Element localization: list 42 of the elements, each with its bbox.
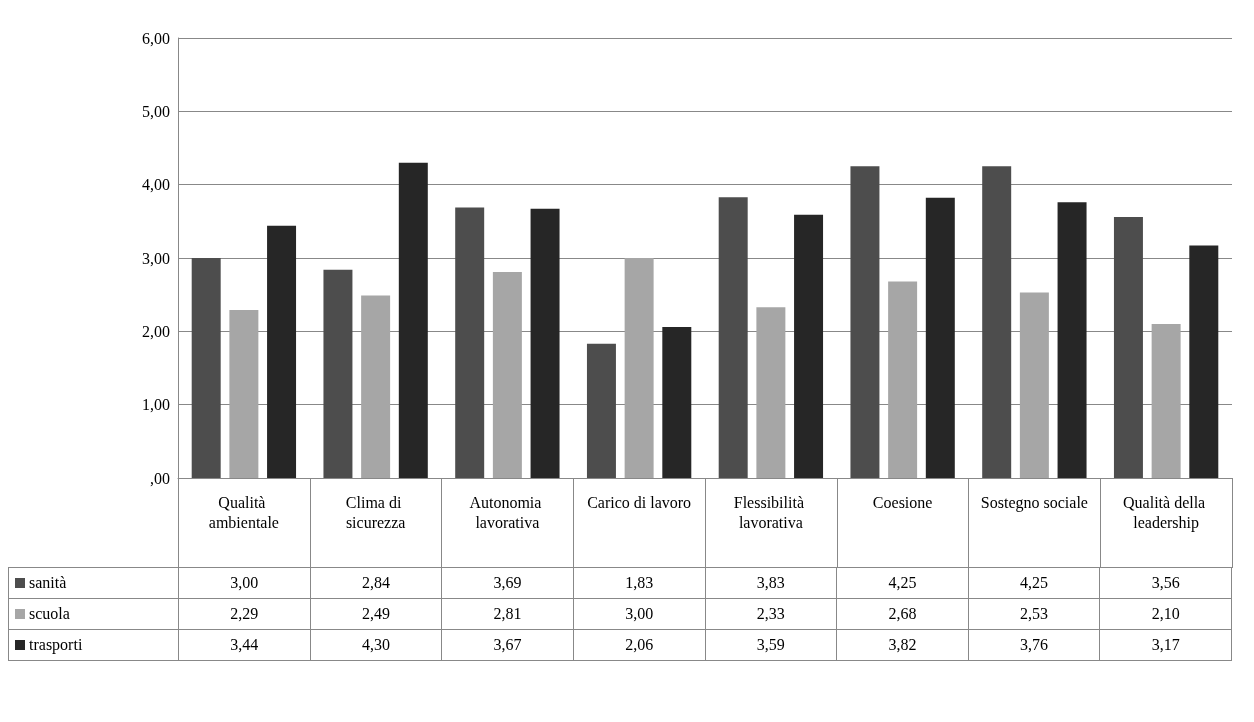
data-label: 1,83 xyxy=(573,567,705,599)
data-label: 2,53 xyxy=(968,598,1100,630)
legend-label: scuola xyxy=(8,598,179,630)
data-label: 2,33 xyxy=(705,598,837,630)
data-label: 4,25 xyxy=(836,567,969,599)
y-tick-label: 6,00 xyxy=(142,29,170,47)
data-label: 2,81 xyxy=(441,598,574,630)
data-label: 2,49 xyxy=(310,598,442,630)
data-label: 2,29 xyxy=(178,598,311,630)
y-tick-label: 4,00 xyxy=(142,176,170,194)
y-tick-label: ,00 xyxy=(150,469,170,487)
data-label: 2,84 xyxy=(310,567,442,599)
data-label: 4,25 xyxy=(968,567,1100,599)
x-tick-label: Carico di lavoro xyxy=(587,493,692,511)
data-label: 3,76 xyxy=(968,629,1100,661)
data-label: 2,68 xyxy=(836,598,969,630)
data-label: 3,17 xyxy=(1099,629,1232,661)
x-tick-label: Autonomia lavorativa xyxy=(469,493,546,531)
data-label: 2,06 xyxy=(573,629,705,661)
data-label: 3,00 xyxy=(178,567,311,599)
x-tick-label: Coesione xyxy=(872,493,933,511)
y-tick-label: 1,00 xyxy=(142,396,170,414)
data-label: 2,10 xyxy=(1099,598,1232,630)
data-label: 3,69 xyxy=(441,567,574,599)
data-label: 3,44 xyxy=(178,629,311,661)
data-label: 3,00 xyxy=(573,598,705,630)
y-tick-label: 5,00 xyxy=(142,102,170,120)
data-label: 3,82 xyxy=(836,629,969,661)
legend-label: sanità xyxy=(8,567,179,599)
data-label: 3,56 xyxy=(1099,567,1232,599)
x-tick-label: Clima di sicurezza xyxy=(345,493,406,531)
data-label: 3,67 xyxy=(441,629,574,661)
x-tick-label: Qualità della leadership xyxy=(1123,493,1210,532)
x-tick-label: Flessibilità lavorativa xyxy=(733,493,808,531)
data-label: 3,83 xyxy=(705,567,837,599)
data-label: 4,30 xyxy=(310,629,442,661)
x-tick-label: Sostegno sociale xyxy=(980,493,1088,512)
x-tick-label: Qualità ambientale xyxy=(208,493,279,531)
y-tick-label: 2,00 xyxy=(142,322,170,340)
y-tick-label: 3,00 xyxy=(142,249,170,267)
data-label: 3,59 xyxy=(705,629,837,661)
legend-label: trasporti xyxy=(8,629,179,661)
